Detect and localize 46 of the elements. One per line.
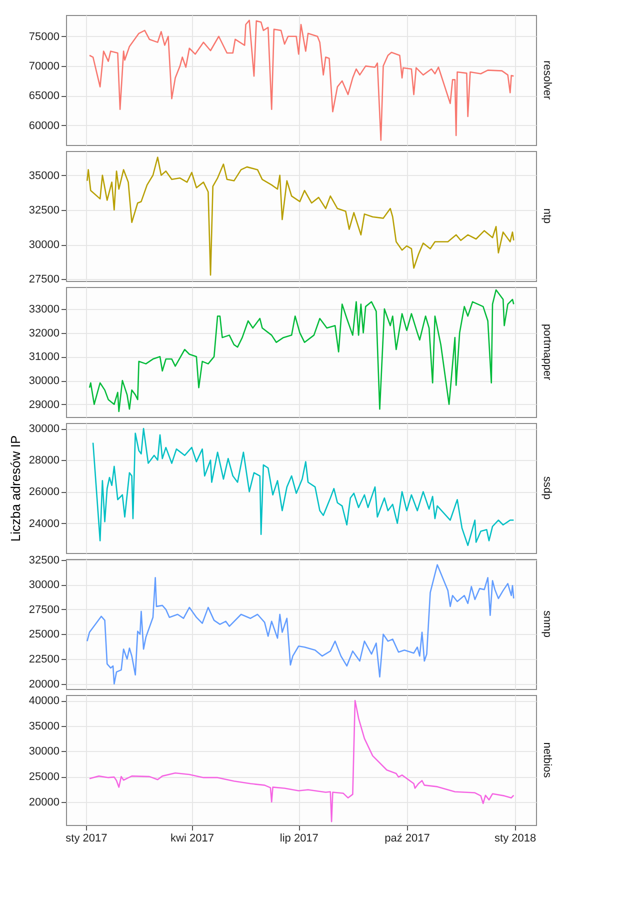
y-tick-label: 24000 bbox=[28, 518, 60, 530]
x-tick-label: lip 2017 bbox=[280, 832, 318, 844]
x-tick-label: sty 2017 bbox=[66, 832, 108, 844]
y-tick-label: 26000 bbox=[28, 486, 60, 498]
y-tick-label: 25000 bbox=[28, 628, 60, 641]
text: resolver bbox=[541, 60, 553, 100]
text: portmapper bbox=[541, 324, 553, 380]
y-tick-label: 32500 bbox=[28, 554, 60, 566]
y-tick-label: 27500 bbox=[28, 274, 60, 286]
y-tick-label: 27500 bbox=[28, 604, 60, 616]
y-tick-label: 20000 bbox=[28, 796, 60, 808]
y-tick-label: 30000 bbox=[28, 746, 60, 758]
y-tick-label: 35000 bbox=[28, 170, 60, 182]
text: ssdp bbox=[541, 476, 553, 500]
line-series bbox=[86, 156, 514, 276]
y-tick-label: 75000 bbox=[28, 30, 60, 43]
line-series bbox=[86, 564, 514, 684]
line-series bbox=[88, 20, 514, 141]
text: snmp bbox=[541, 610, 553, 638]
y-tick-label: 29000 bbox=[28, 398, 60, 411]
y-tick-label: 25000 bbox=[28, 771, 60, 784]
y-tick-label: 33000 bbox=[28, 303, 60, 316]
y-tick-label: 30000 bbox=[28, 239, 60, 252]
line-series bbox=[88, 700, 514, 822]
x-tick-label: paź 2017 bbox=[384, 832, 430, 844]
line-series bbox=[88, 289, 514, 412]
y-tick-label: 65000 bbox=[28, 90, 60, 102]
y-tick-label: 28000 bbox=[28, 454, 60, 467]
y-tick-label: 31000 bbox=[28, 351, 60, 364]
y-tick-label: 20000 bbox=[28, 678, 60, 690]
x-tick-label: kwi 2017 bbox=[170, 832, 214, 844]
text: netbios bbox=[541, 742, 553, 778]
y-axis-title: Liczba adresów IP bbox=[8, 435, 23, 542]
text: ntp bbox=[541, 208, 553, 224]
y-tick-label: 70000 bbox=[28, 60, 60, 73]
line-series bbox=[92, 428, 514, 546]
y-tick-label: 35000 bbox=[28, 720, 60, 732]
y-tick-label: 40000 bbox=[28, 695, 60, 708]
y-tick-label: 30000 bbox=[28, 579, 60, 592]
y-tick-label: 32000 bbox=[28, 327, 60, 340]
y-tick-label: 30000 bbox=[28, 375, 60, 388]
y-tick-label: 32500 bbox=[28, 204, 60, 216]
x-tick-label: sty 2018 bbox=[494, 832, 536, 844]
y-tick-label: 30000 bbox=[28, 423, 60, 436]
y-tick-label: 22500 bbox=[28, 654, 60, 666]
y-tick-label: 60000 bbox=[28, 120, 60, 132]
